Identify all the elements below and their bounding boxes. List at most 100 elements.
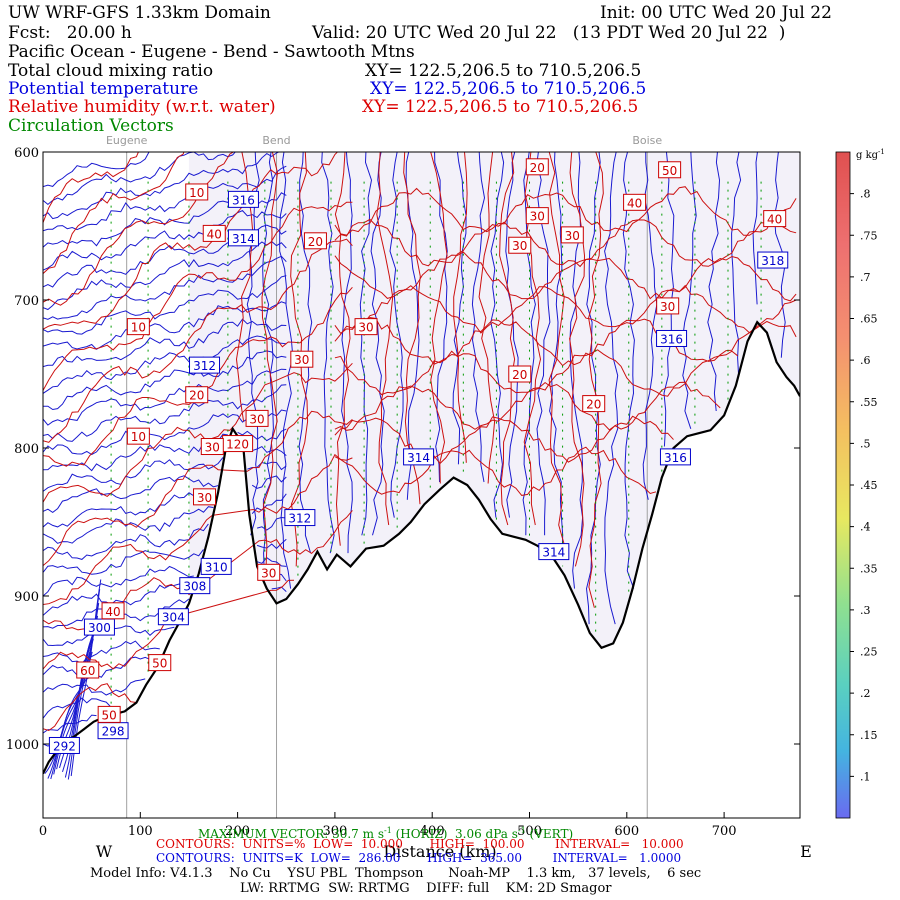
theta-contour: [43, 368, 287, 426]
rh-contour-label: 30: [205, 441, 220, 455]
colorbar-tick-label: .25: [860, 646, 878, 659]
field-theta-xy: XY= 122.5,206.5 to 710.5,206.5: [370, 79, 647, 99]
rh-contour-label: 50: [152, 657, 167, 671]
theta-contour: [622, 152, 635, 589]
field-rh-xy: XY= 122.5,206.5 to 710.5,206.5: [362, 97, 639, 117]
theta-contour-label: 310: [205, 560, 228, 574]
x-tick-label: 100: [128, 824, 153, 839]
rh-contour-label-box: [525, 207, 549, 225]
theta-contour-label-box: [403, 448, 435, 466]
rh-contour-label-box: [508, 236, 532, 254]
theta-contour: [43, 428, 287, 472]
colorbar-tick-label: .3: [860, 604, 871, 617]
rh-contour-label-box: [101, 602, 125, 620]
colorbar-tick-label: .15: [860, 729, 878, 742]
rh-contour: [334, 381, 721, 431]
theta-contour: [43, 255, 287, 320]
region-label: Pacific Ocean - Eugene - Bend - Sawtooth…: [8, 42, 415, 62]
rh-contour-label: 20: [530, 161, 545, 175]
theta-contour-label: 304: [162, 611, 185, 625]
theta-contour: [341, 152, 353, 554]
rh-contour-label-box: [126, 427, 150, 445]
theta-contour: [731, 152, 742, 376]
init-time: Init: 00 UTC Wed 20 Jul 22: [600, 3, 832, 23]
rh-contour-label-box: [193, 488, 217, 506]
theta-contour: [505, 152, 519, 518]
rh-contour: [453, 152, 468, 463]
rh-contour-label-box: [656, 297, 680, 315]
colorbar-tick-label: .5: [860, 437, 871, 450]
theta-contour: [370, 152, 385, 536]
theta-contour-label-box: [200, 557, 232, 575]
theta-contour-label: 312: [193, 359, 216, 373]
direction-east: E: [800, 842, 812, 861]
rh-contour-label: 20: [308, 235, 323, 249]
colorbar-tick-label: .35: [860, 562, 878, 575]
theta-contour-label: 318: [761, 254, 784, 268]
colorbar-tick-label: .2: [860, 687, 871, 700]
rh-contour-label: 30: [197, 491, 212, 505]
rh-contour-info: CONTOURS: UNITS=% LOW= 10.000 HIGH= 100.…: [156, 837, 684, 851]
colorbar-tick-label: .75: [860, 229, 878, 242]
theta-contour: [585, 152, 601, 625]
rh-contour: [403, 152, 421, 505]
rh-contour-label: 30: [358, 321, 373, 335]
rh-contour: [499, 152, 516, 526]
location-label-boise: Boise: [632, 134, 662, 147]
rh-contour-label-box: [658, 161, 682, 179]
colorbar-tick-label: .45: [860, 479, 878, 492]
theta-contour-label-box: [179, 577, 211, 595]
theta-contour: [298, 152, 313, 554]
rh-contour: [376, 152, 394, 526]
rh-contour-label-box: [202, 224, 226, 242]
theta-contour: [43, 165, 287, 232]
rh-contour-label-box: [290, 350, 314, 368]
rh-contour-label-box: [623, 193, 647, 211]
theta-contour-label: 314: [407, 451, 430, 465]
rh-contour-label: 120: [226, 438, 249, 452]
theta-contour-label: 316: [664, 451, 687, 465]
model-info: Model Info: V4.1.3 No Cu YSU PBL Thompso…: [90, 866, 702, 881]
rh-contour: [548, 152, 566, 546]
rh-contour-label: 20: [189, 389, 204, 403]
theta-contour: [43, 152, 150, 188]
theta-contour-label-box: [48, 736, 80, 754]
rh-contour-label: 30: [565, 229, 580, 243]
theta-contour: [262, 152, 274, 571]
rh-contour-label-box: [560, 226, 584, 244]
location-label-bend: Bend: [262, 134, 290, 147]
x-tick-label: 600: [614, 824, 639, 839]
theta-contour: [471, 152, 486, 483]
field-cloud-xy: XY= 122.5,206.5 to 710.5,206.5: [365, 61, 642, 81]
x-tick-label: 200: [225, 824, 250, 839]
theta-contour-label: 312: [288, 512, 311, 526]
rh-contour: [43, 410, 353, 566]
location-label-eugene: Eugene: [106, 134, 148, 147]
y-tick-label: 600: [14, 146, 39, 161]
colorbar-tick-label: .8: [860, 188, 871, 201]
y-tick-label: 700: [14, 294, 39, 309]
direction-west: W: [96, 842, 113, 861]
theta-contour: [246, 152, 260, 536]
rh-contour-label: 50: [102, 708, 117, 722]
rh-contour-label-box: [257, 563, 281, 581]
plot-frame: [42, 151, 801, 819]
rh-contour: [334, 152, 351, 546]
rh-contour: [261, 152, 279, 567]
rh-contour-label-box: [582, 395, 606, 413]
theta-contour: [43, 538, 287, 575]
theta-contour: [434, 152, 448, 483]
colorbar-tick-label: .65: [860, 313, 878, 326]
theta-contour: [321, 152, 335, 554]
colorbar-tick-label: .4: [860, 521, 871, 534]
field-vectors-label: Circulation Vectors: [8, 116, 174, 136]
rh-contour-label-box: [245, 409, 269, 427]
theta-contour-label: 298: [102, 725, 125, 739]
rh-contour: [43, 201, 353, 391]
theta-contour-label-box: [227, 190, 259, 208]
theta-contour: [43, 275, 287, 335]
colorbar-tick-label: .7: [860, 271, 871, 284]
rh-contour-label-box: [76, 661, 100, 679]
rh-contour-label-box: [303, 232, 327, 250]
